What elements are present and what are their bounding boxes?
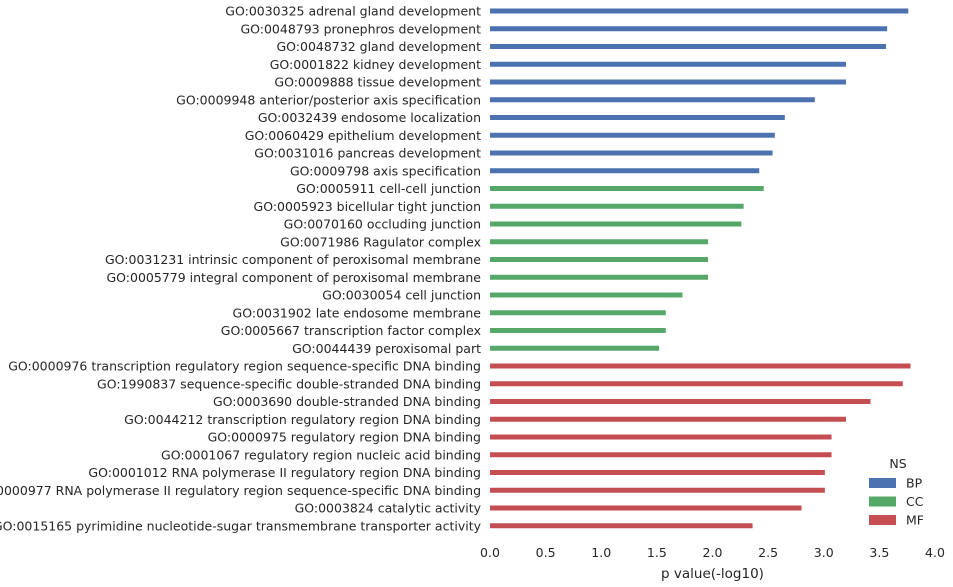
- category-label: GO:0009948 anterior/posterior axis speci…: [176, 92, 481, 107]
- bar-mf: [490, 470, 825, 475]
- category-label: GO:0000975 regulatory region DNA binding: [208, 430, 481, 445]
- x-tick-label: 2.0: [703, 545, 723, 560]
- category-label: GO:0003690 double-stranded DNA binding: [213, 394, 481, 409]
- category-label: GO:1990837 sequence-specific double-stra…: [97, 376, 481, 391]
- bar-mf: [490, 416, 846, 422]
- category-label: GO:0071986 Ragulator complex: [280, 234, 481, 249]
- bar-cc: [490, 345, 660, 351]
- bar-mf: [490, 487, 825, 493]
- bar-bp: [490, 132, 775, 138]
- x-axis: 0.0 0.5 1.0 1.5 2.0 2.5 3.0 3.5 4.0: [480, 545, 945, 560]
- x-tick-label: 2.5: [758, 545, 778, 560]
- category-label: GO:0000977 RNA polymerase II regulatory …: [0, 483, 481, 498]
- bar-mf: [490, 363, 911, 369]
- category-label: GO:0031016 pancreas development: [254, 146, 481, 161]
- x-tick-label: 0.5: [536, 545, 556, 560]
- x-axis-title: p value(-log10): [661, 566, 764, 582]
- legend-swatch-bp: [869, 478, 896, 488]
- category-label: GO:0009888 tissue development: [274, 75, 481, 90]
- bar-bp: [490, 97, 815, 103]
- bar-cc: [490, 239, 709, 245]
- legend-swatch-mf: [869, 515, 896, 525]
- bar-cc: [490, 203, 744, 209]
- legend-swatch-cc: [869, 496, 896, 507]
- category-label: GO:0031231 intrinsic component of peroxi…: [105, 252, 481, 267]
- bar-bp: [490, 44, 887, 49]
- bar-mf: [490, 523, 753, 529]
- category-label: GO:0001012 RNA polymerase II regulatory …: [88, 465, 481, 480]
- category-label: GO:0005911 cell-cell junction: [296, 181, 481, 196]
- legend-label-mf: MF: [906, 513, 924, 528]
- bars-layer: [490, 8, 911, 529]
- bar-bp: [490, 168, 760, 174]
- legend-label-bp: BP: [906, 476, 923, 491]
- bar-cc: [490, 257, 709, 262]
- x-tick-label: 1.0: [591, 545, 611, 560]
- category-label: GO:0044212 transcription regulatory regi…: [124, 412, 481, 427]
- category-label: GO:0032439 endosome localization: [258, 110, 481, 125]
- category-label: GO:0009798 axis specification: [290, 163, 481, 178]
- bar-bp: [490, 79, 846, 85]
- category-label: GO:0044439 peroxisomal part: [292, 341, 481, 356]
- category-label: GO:0060429 epithelium development: [245, 128, 481, 143]
- bar-cc: [490, 274, 709, 280]
- x-tick-label: 4.0: [925, 545, 945, 560]
- category-label: GO:0030054 cell junction: [322, 288, 481, 303]
- bar-bp: [490, 26, 888, 32]
- x-tick-label: 3.0: [814, 545, 834, 560]
- bar-mf: [490, 434, 832, 440]
- category-label: GO:0048793 pronephros development: [240, 21, 481, 36]
- category-label: GO:0001067 regulatory region nucleic aci…: [161, 447, 481, 462]
- bar-cc: [490, 221, 742, 227]
- bar-cc: [490, 292, 683, 298]
- category-label: GO:0048732 gland development: [276, 39, 481, 54]
- x-tick-label: 1.5: [647, 545, 667, 560]
- category-label: GO:0030325 adrenal gland development: [225, 4, 481, 19]
- category-label: GO:0005779 integral component of peroxis…: [107, 270, 482, 285]
- legend-title: NS: [889, 456, 906, 471]
- category-label: GO:0031902 late endosome membrane: [233, 305, 482, 320]
- bar-cc: [490, 186, 764, 191]
- legend-label-cc: CC: [906, 494, 924, 509]
- bar-bp: [490, 8, 909, 14]
- bar-mf: [490, 381, 903, 387]
- category-label: GO:0001822 kidney development: [270, 57, 481, 72]
- bar-bp: [490, 61, 846, 67]
- category-label: GO:0003824 catalytic activity: [295, 501, 482, 516]
- bar-cc: [490, 328, 666, 333]
- category-label: GO:0070160 occluding junction: [284, 217, 481, 232]
- x-tick-label: 3.5: [869, 545, 889, 560]
- category-label: GO:0015165 pyrimidine nucleotide-sugar t…: [0, 518, 482, 533]
- category-labels: GO:0030325 adrenal gland development GO:0…: [0, 4, 482, 534]
- category-label: GO:0000976 transcription regulatory regi…: [8, 359, 481, 374]
- category-label: GO:0005923 bicellular tight junction: [254, 199, 481, 214]
- x-tick-label: 0.0: [480, 545, 500, 560]
- bar-mf: [490, 505, 802, 511]
- bar-mf: [490, 399, 871, 404]
- bar-bp: [490, 115, 785, 120]
- bar-bp: [490, 150, 773, 156]
- category-label: GO:0005667 transcription factor complex: [221, 323, 481, 338]
- bar-mf: [490, 452, 832, 458]
- bar-cc: [490, 310, 666, 316]
